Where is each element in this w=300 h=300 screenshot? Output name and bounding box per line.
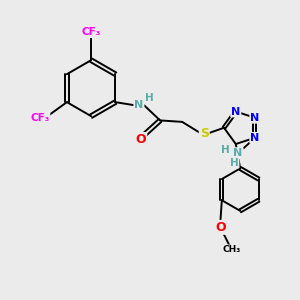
Text: O: O xyxy=(215,221,226,234)
Text: CH₃: CH₃ xyxy=(222,245,240,254)
Text: H: H xyxy=(221,145,230,154)
Text: N: N xyxy=(250,133,260,143)
Text: H: H xyxy=(145,93,153,103)
Text: N: N xyxy=(233,148,243,158)
Text: CF₃: CF₃ xyxy=(81,27,101,37)
Text: CF₃: CF₃ xyxy=(30,113,50,123)
Text: H: H xyxy=(230,158,239,167)
Text: S: S xyxy=(200,127,209,140)
Text: N: N xyxy=(231,106,240,116)
Text: O: O xyxy=(136,133,146,146)
Text: N: N xyxy=(250,113,260,123)
Text: N: N xyxy=(134,100,143,110)
